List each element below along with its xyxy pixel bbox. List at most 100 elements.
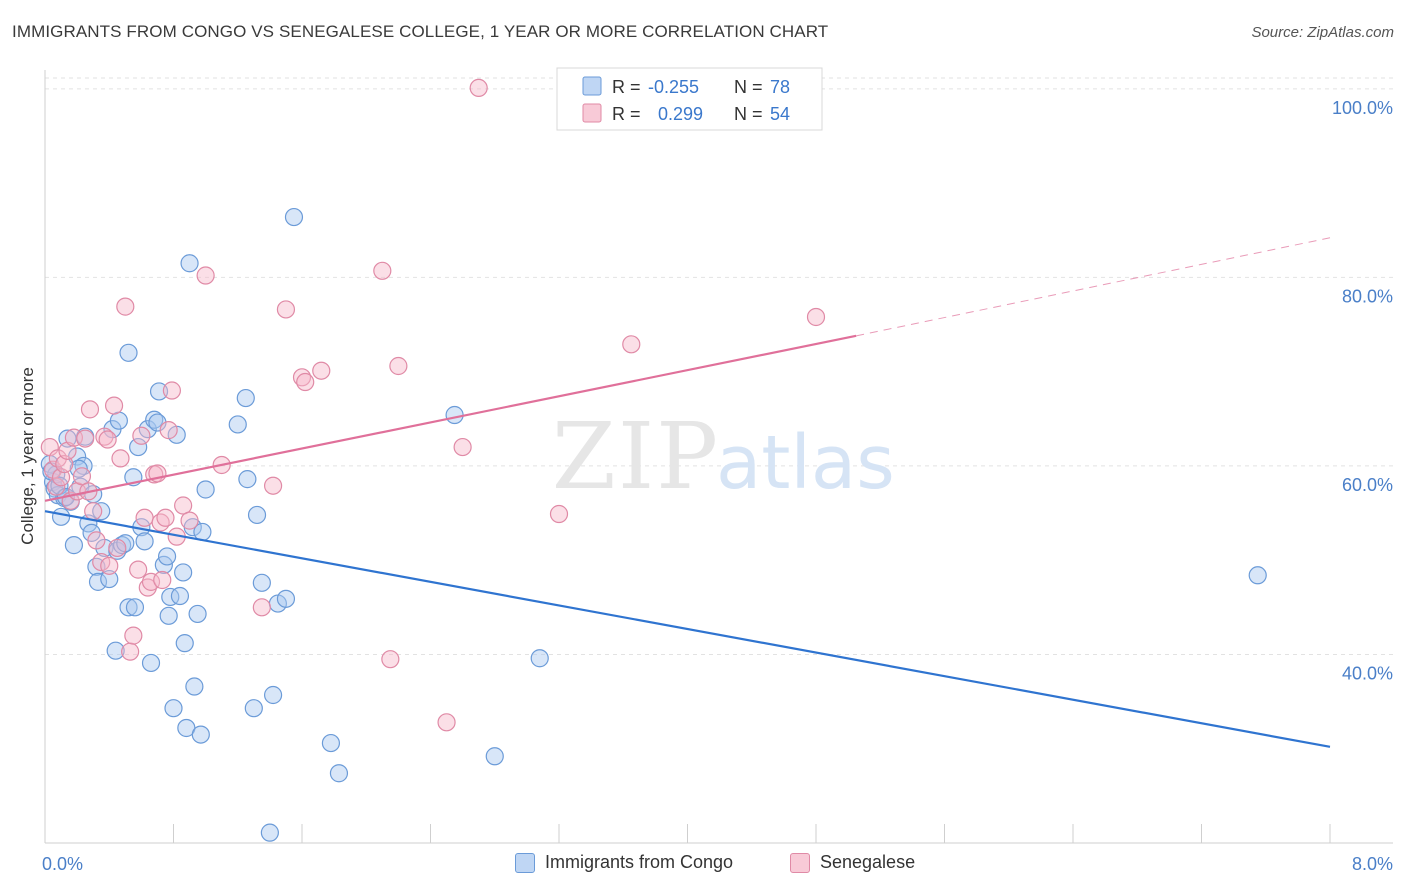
point-senegalese: [84, 502, 103, 521]
bottom-legend-label-senegalese: Senegalese: [820, 852, 916, 872]
point-senegalese: [453, 437, 472, 457]
point-immigrants-from-congo: [125, 598, 145, 617]
point-immigrants-from-congo: [329, 764, 349, 783]
point-senegalese: [276, 300, 296, 319]
point-immigrants-from-congo: [247, 505, 267, 525]
legend-r-value-congo: -0.255: [648, 77, 699, 97]
point-senegalese: [104, 396, 124, 415]
point-senegalese: [381, 650, 400, 669]
point-immigrants-from-congo: [260, 823, 279, 842]
point-immigrants-from-congo: [88, 572, 108, 591]
point-senegalese: [389, 356, 408, 376]
point-immigrants-from-congo: [170, 586, 190, 606]
trend-line-congo: [44, 510, 1331, 748]
legend-n-value-senegalese: 54: [770, 104, 790, 124]
point-senegalese: [132, 426, 151, 445]
point-immigrants-from-congo: [228, 415, 247, 434]
point-senegalese: [437, 713, 456, 732]
point-senegalese: [141, 572, 161, 591]
point-immigrants-from-congo: [64, 536, 84, 555]
point-immigrants-from-congo: [185, 677, 204, 696]
point-immigrants-from-congo: [159, 606, 178, 625]
point-senegalese-outliers: [622, 335, 641, 354]
legend-n-label-congo: N =: [734, 77, 763, 97]
data-points: [40, 78, 1267, 842]
point-senegalese: [196, 266, 215, 285]
point-senegalese: [124, 626, 143, 645]
point-immigrants-from-congo: [119, 598, 138, 617]
point-immigrants-from-congo: [119, 343, 138, 362]
point-senegalese: [263, 476, 283, 495]
point-immigrants-from-congo: [188, 604, 207, 624]
point-senegalese-outliers: [549, 504, 569, 524]
watermark-atlas: atlas: [716, 420, 895, 506]
legend: R = -0.255 N = 78 R = 0.299 N = 54: [556, 67, 823, 131]
point-immigrants-from-congo: [141, 653, 161, 673]
y-tick-label: 40.0%: [1342, 663, 1393, 683]
point-immigrants-from-congo: [149, 382, 169, 401]
grid-lines: [45, 77, 1393, 655]
point-immigrants-from-congo: [252, 573, 271, 592]
point-immigrants-from-congo: [161, 587, 180, 607]
point-senegalese: [95, 427, 114, 446]
point-immigrants-from-congo: [129, 437, 148, 457]
trend-line-senegalese-extension: [856, 237, 1331, 337]
point-immigrants-from-congo: [106, 641, 125, 660]
point-senegalese: [80, 400, 100, 419]
point-senegalese: [174, 496, 193, 515]
watermark-zip: ZIP: [552, 403, 720, 510]
point-immigrants-from-congo: [530, 649, 549, 668]
point-senegalese: [138, 578, 157, 597]
point-immigrants-from-congo: [138, 420, 157, 439]
point-senegalese: [108, 538, 127, 558]
point-senegalese: [159, 421, 178, 440]
tick-labels: 100.0% 80.0% 60.0% 40.0% 0.0% 8.0%: [42, 98, 1393, 874]
y-tick-label: 60.0%: [1342, 475, 1393, 495]
point-senegalese: [156, 508, 175, 527]
point-senegalese: [76, 429, 95, 448]
point-immigrants-from-congo: [157, 547, 177, 566]
point-senegalese: [121, 642, 140, 661]
point-senegalese: [180, 511, 199, 530]
point-immigrants-from-congo: [321, 733, 341, 753]
point-senegalese: [296, 372, 315, 392]
bottom-legend-swatch-congo: [515, 852, 535, 873]
legend-n-value-congo: 78: [770, 77, 790, 97]
bottom-legend-item-congo: Immigrants from Congo: [515, 852, 733, 873]
point-immigrants-from-congo: [236, 388, 255, 408]
point-immigrants-from-congo: [51, 507, 71, 526]
point-immigrants-from-congo: [445, 405, 464, 425]
point-senegalese: [100, 556, 119, 575]
point-senegalese-outliers: [469, 78, 488, 98]
point-immigrants-from-congo: [135, 532, 154, 551]
x-tick-label: 0.0%: [42, 854, 83, 874]
point-immigrants-from-congo: [100, 569, 119, 589]
trend-line-senegalese: [44, 334, 857, 502]
point-senegalese: [87, 531, 106, 550]
point-immigrants-from-congo: [180, 254, 199, 273]
y-tick-label: 100.0%: [1332, 98, 1393, 118]
point-senegalese: [135, 508, 154, 527]
bottom-legend-label-congo: Immigrants from Congo: [545, 852, 734, 872]
legend-r-label-congo: R =: [612, 77, 641, 97]
point-immigrants-from-congo: [174, 563, 193, 582]
point-immigrants-from-congo: [238, 470, 257, 489]
point-immigrants-from-congo: [145, 410, 164, 429]
point-senegalese-outliers: [806, 307, 826, 327]
legend-r-value-senegalese: 0.299: [658, 104, 703, 124]
y-tick-label: 80.0%: [1342, 286, 1393, 306]
point-immigrants-from-congo: [109, 411, 128, 430]
point-senegalese: [162, 381, 181, 400]
bottom-legend-swatch-senegalese: [790, 852, 810, 873]
legend-swatch-congo: [582, 76, 602, 96]
point-immigrants-from-congo: [263, 685, 283, 705]
point-immigrants-from-congo: [276, 589, 296, 608]
point-senegalese: [98, 430, 117, 449]
point-immigrants-from-congo: [485, 747, 504, 766]
point-immigrants-from-congo: [175, 634, 194, 653]
watermark: ZIP atlas: [552, 403, 895, 510]
point-senegalese: [72, 467, 92, 486]
trend-lines: [44, 237, 1331, 748]
point-senegalese: [153, 570, 172, 590]
chart-title: IMMIGRANTS FROM CONGO VS SENEGALESE COLL…: [12, 22, 829, 41]
